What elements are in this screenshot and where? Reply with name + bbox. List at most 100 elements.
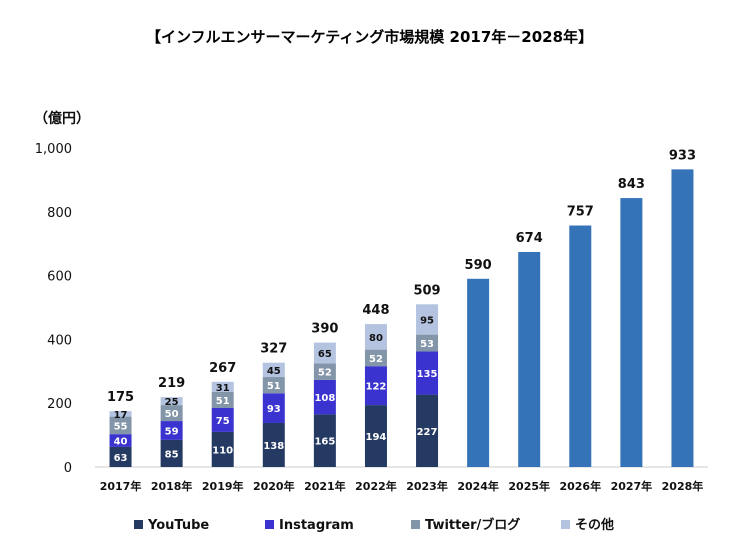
data-label-other: 80 [369, 333, 383, 344]
total-label: 390 [311, 322, 338, 337]
data-label-other: 95 [420, 315, 434, 326]
legend-label: その他 [575, 517, 614, 533]
data-label-other: 31 [216, 383, 230, 394]
data-label-instagram: 93 [267, 404, 281, 415]
bar-segment-instagram [416, 351, 439, 395]
data-label-other: 45 [267, 366, 281, 377]
bar-segment-youtube [364, 405, 387, 467]
y-axis-unit-label: （億円） [34, 111, 90, 127]
data-label-twitter: 52 [369, 354, 383, 365]
data-label-instagram: 40 [114, 437, 128, 448]
legend-label: Twitter/ブログ [425, 517, 520, 533]
legend-item-youtube: YouTube [134, 518, 209, 533]
bar-segment-youtube [262, 422, 285, 467]
data-label-youtube: 165 [314, 437, 335, 448]
total-label: 509 [413, 284, 440, 299]
total-label: 843 [618, 177, 645, 192]
data-label-other: 65 [318, 349, 332, 360]
legend-item-other: その他 [561, 517, 614, 533]
x-tick-label: 2026年 [559, 479, 601, 493]
y-tick-label: 800 [47, 206, 72, 221]
data-label-twitter: 51 [267, 381, 281, 392]
x-tick-label: 2024年 [457, 479, 499, 493]
data-label-youtube: 63 [114, 453, 128, 464]
bar-segment-other [160, 397, 183, 406]
x-tick-label: 2022年 [355, 479, 397, 493]
data-label-instagram: 135 [417, 369, 438, 380]
legend-label: YouTube [147, 518, 209, 533]
data-label-youtube: 85 [165, 449, 179, 460]
bar-forecast [620, 198, 643, 467]
data-label-youtube: 138 [263, 441, 284, 452]
bar-segment-youtube [109, 446, 132, 467]
bar-segment-instagram [313, 379, 336, 415]
total-label: 448 [362, 303, 389, 318]
bar-segment-instagram [109, 434, 132, 447]
x-tick-label: 2023年 [406, 479, 448, 493]
bar-segment-other [262, 362, 285, 378]
x-tick-label: 2020年 [253, 479, 295, 493]
data-label-twitter: 52 [318, 368, 332, 379]
legend-item-instagram: Instagram [265, 518, 354, 533]
bar-segment-twitter [211, 391, 234, 408]
legend-swatch [265, 520, 274, 529]
bar-segment-youtube [211, 431, 234, 467]
bar-forecast [467, 278, 490, 467]
chart-title: 【インフルエンサーマーケティング市場規模 2017年－2028年】 [145, 28, 594, 46]
y-tick-label: 400 [47, 333, 72, 348]
bar-segment-instagram [160, 421, 183, 440]
total-label: 327 [260, 342, 287, 357]
total-label: 590 [465, 258, 492, 273]
bar-segment-twitter [262, 377, 285, 394]
legend-label: Instagram [279, 518, 354, 533]
total-label: 175 [107, 390, 134, 405]
bar-segment-youtube [416, 394, 439, 467]
total-label: 757 [567, 205, 594, 220]
data-label-other: 25 [165, 397, 179, 408]
data-label-instagram: 122 [366, 382, 387, 393]
bar-forecast [518, 251, 541, 467]
x-tick-label: 2021年 [304, 479, 346, 493]
bar-segment-other [416, 304, 439, 335]
x-tick-label: 2017年 [100, 479, 142, 493]
legend-swatch [561, 520, 570, 529]
x-tick-label: 2027年 [611, 479, 653, 493]
bar-segment-other [109, 411, 132, 417]
data-label-other: 17 [114, 410, 128, 421]
x-tick-label: 2025年 [508, 479, 550, 493]
bar-segment-twitter [364, 349, 387, 367]
data-label-twitter: 53 [420, 339, 434, 350]
total-label: 219 [158, 376, 185, 391]
x-tick-label: 2028年 [662, 479, 704, 493]
data-label-instagram: 108 [314, 393, 335, 404]
total-label: 933 [669, 148, 696, 163]
bar-segment-twitter [109, 416, 132, 435]
bar-forecast [569, 225, 592, 467]
bar-segment-youtube [160, 439, 183, 467]
bar-forecast [671, 169, 694, 468]
bar-segment-other [364, 324, 387, 350]
total-label: 674 [516, 231, 543, 246]
bar-segment-twitter [160, 405, 183, 422]
bar-segment-youtube [313, 414, 336, 467]
data-label-instagram: 75 [216, 416, 230, 427]
bar-segment-other [211, 381, 234, 392]
legend-swatch [134, 520, 143, 529]
x-tick-label: 2018年 [151, 479, 193, 493]
bar-segment-instagram [364, 366, 387, 406]
legend-item-twitter: Twitter/ブログ [411, 517, 520, 533]
y-tick-label: 600 [47, 270, 72, 285]
data-label-youtube: 227 [417, 427, 438, 438]
bar-segment-other [313, 342, 336, 364]
legend-swatch [411, 520, 420, 529]
x-tick-label: 2019年 [202, 479, 244, 493]
data-label-twitter: 50 [165, 409, 179, 420]
data-label-youtube: 194 [366, 432, 387, 443]
y-tick-label: 1,000 [35, 142, 72, 157]
data-label-twitter: 51 [216, 396, 230, 407]
total-label: 267 [209, 361, 236, 376]
y-tick-label: 200 [47, 397, 72, 412]
data-label-instagram: 59 [165, 426, 179, 437]
